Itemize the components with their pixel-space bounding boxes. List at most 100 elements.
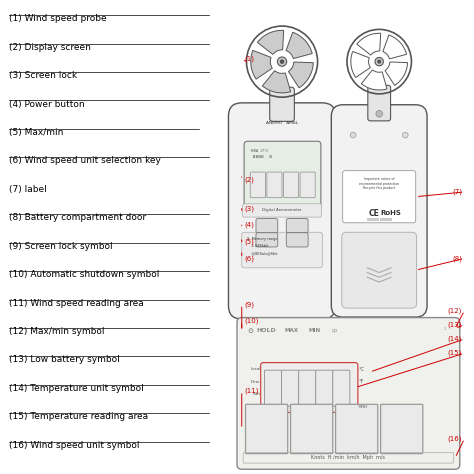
Text: (2) Display screen: (2) Display screen xyxy=(9,43,91,52)
Text: MAX: MAX xyxy=(284,328,299,333)
Circle shape xyxy=(375,57,383,66)
FancyBboxPatch shape xyxy=(331,105,427,317)
FancyBboxPatch shape xyxy=(368,85,391,121)
Text: XXXXXX XXXXXX: XXXXXX XXXXXX xyxy=(367,218,392,222)
Wedge shape xyxy=(286,32,312,59)
FancyBboxPatch shape xyxy=(256,233,278,247)
Text: Dew.: Dew. xyxy=(251,380,261,384)
FancyBboxPatch shape xyxy=(283,172,299,198)
FancyBboxPatch shape xyxy=(270,87,294,121)
Text: RoHS: RoHS xyxy=(381,210,401,216)
Text: HOLD: HOLD xyxy=(256,328,276,333)
Text: (13): (13) xyxy=(447,321,462,328)
Circle shape xyxy=(377,60,381,64)
FancyBboxPatch shape xyxy=(244,141,321,207)
Text: (10) Automatic shutdown symbol: (10) Automatic shutdown symbol xyxy=(9,270,160,279)
Text: °F: °F xyxy=(358,379,364,384)
Text: (5) Max/min: (5) Max/min xyxy=(9,128,64,137)
Wedge shape xyxy=(262,71,291,93)
Text: ·BBA  LT°C: ·BBA LT°C xyxy=(250,149,268,153)
Text: (14): (14) xyxy=(448,336,462,342)
Text: op: op xyxy=(332,328,338,333)
Circle shape xyxy=(402,132,408,138)
Text: (2): (2) xyxy=(244,177,254,183)
FancyBboxPatch shape xyxy=(264,370,282,406)
Text: MIN: MIN xyxy=(308,328,320,333)
Text: environmental protection: environmental protection xyxy=(359,182,399,185)
FancyBboxPatch shape xyxy=(256,219,278,233)
Text: (7) label: (7) label xyxy=(9,185,47,194)
FancyBboxPatch shape xyxy=(286,233,308,247)
FancyBboxPatch shape xyxy=(267,172,282,198)
Text: @8KSa/s@8bit: @8KSa/s@8bit xyxy=(247,251,278,255)
FancyBboxPatch shape xyxy=(286,219,308,233)
Wedge shape xyxy=(257,30,283,55)
Text: (16): (16) xyxy=(447,435,462,442)
Text: (5): (5) xyxy=(244,238,254,245)
FancyBboxPatch shape xyxy=(243,204,321,217)
Text: %RH: %RH xyxy=(357,405,368,409)
FancyBboxPatch shape xyxy=(250,172,265,198)
Text: ANEMO   AM8L: ANEMO AM8L xyxy=(266,121,298,125)
Circle shape xyxy=(376,110,383,117)
FancyBboxPatch shape xyxy=(237,318,460,469)
Text: 2.048kbit: 2.048kbit xyxy=(247,244,269,248)
FancyBboxPatch shape xyxy=(336,404,378,454)
Circle shape xyxy=(277,57,287,66)
Text: (3) Screen lock: (3) Screen lock xyxy=(9,71,78,80)
Text: (7): (7) xyxy=(452,189,462,195)
FancyBboxPatch shape xyxy=(381,404,423,454)
Text: (8) Battery compartment door: (8) Battery compartment door xyxy=(9,213,146,222)
Text: °C: °C xyxy=(358,367,364,373)
Text: (11) Wind speed reading area: (11) Wind speed reading area xyxy=(9,299,144,308)
FancyBboxPatch shape xyxy=(342,232,417,308)
Wedge shape xyxy=(351,52,370,77)
Text: (15): (15) xyxy=(448,350,462,356)
FancyBboxPatch shape xyxy=(299,370,316,406)
FancyBboxPatch shape xyxy=(228,103,336,319)
Text: (6): (6) xyxy=(244,255,254,262)
FancyBboxPatch shape xyxy=(316,370,333,406)
FancyBboxPatch shape xyxy=(261,363,358,412)
FancyBboxPatch shape xyxy=(246,404,288,454)
Text: ⊙: ⊙ xyxy=(247,328,253,335)
Text: ¹: ¹ xyxy=(443,328,445,333)
Text: 8888    8: 8888 8 xyxy=(250,155,272,159)
Circle shape xyxy=(350,132,356,138)
Text: (4): (4) xyxy=(244,222,254,228)
Text: Important notice of: Important notice of xyxy=(364,177,394,181)
Text: (4) Power button: (4) Power button xyxy=(9,100,85,109)
Text: Wet: Wet xyxy=(253,392,261,396)
Text: (3): (3) xyxy=(244,205,254,212)
Text: Knots  ft /min  km/h  Mph  m/s: Knots ft /min km/h Mph m/s xyxy=(311,456,385,460)
Wedge shape xyxy=(357,33,381,55)
Text: (9) Screen lock symbol: (9) Screen lock symbol xyxy=(9,242,113,251)
Wedge shape xyxy=(383,35,407,59)
FancyBboxPatch shape xyxy=(242,232,322,268)
Text: (1) Wind speed probe: (1) Wind speed probe xyxy=(9,14,107,23)
Text: CE: CE xyxy=(369,209,380,218)
Wedge shape xyxy=(385,62,408,85)
Text: X  Memory range: X Memory range xyxy=(247,237,278,241)
Text: (16) Wind speed unit symbol: (16) Wind speed unit symbol xyxy=(9,441,140,450)
Text: (14) Temperature unit symbol: (14) Temperature unit symbol xyxy=(9,384,144,393)
FancyBboxPatch shape xyxy=(282,370,299,406)
Text: Recycle this product: Recycle this product xyxy=(363,186,395,190)
Wedge shape xyxy=(288,62,313,88)
Text: (15) Temperature reading area: (15) Temperature reading area xyxy=(9,412,149,421)
Text: (13) Low battery symbol: (13) Low battery symbol xyxy=(9,356,120,365)
Text: (12): (12) xyxy=(448,307,462,314)
Text: (1): (1) xyxy=(244,56,254,63)
Text: Local: Local xyxy=(250,367,261,371)
Text: (6) Wind speed unit selection key: (6) Wind speed unit selection key xyxy=(9,156,161,165)
Wedge shape xyxy=(361,70,387,90)
Text: (11): (11) xyxy=(244,388,259,394)
Text: (9): (9) xyxy=(244,301,254,308)
FancyBboxPatch shape xyxy=(291,404,333,454)
Text: (12) Max/min symbol: (12) Max/min symbol xyxy=(9,327,105,336)
Text: (8): (8) xyxy=(452,255,462,262)
Text: (10): (10) xyxy=(244,318,259,324)
Wedge shape xyxy=(251,50,272,79)
Text: Digital Anemometer: Digital Anemometer xyxy=(262,209,302,212)
FancyBboxPatch shape xyxy=(300,172,315,198)
